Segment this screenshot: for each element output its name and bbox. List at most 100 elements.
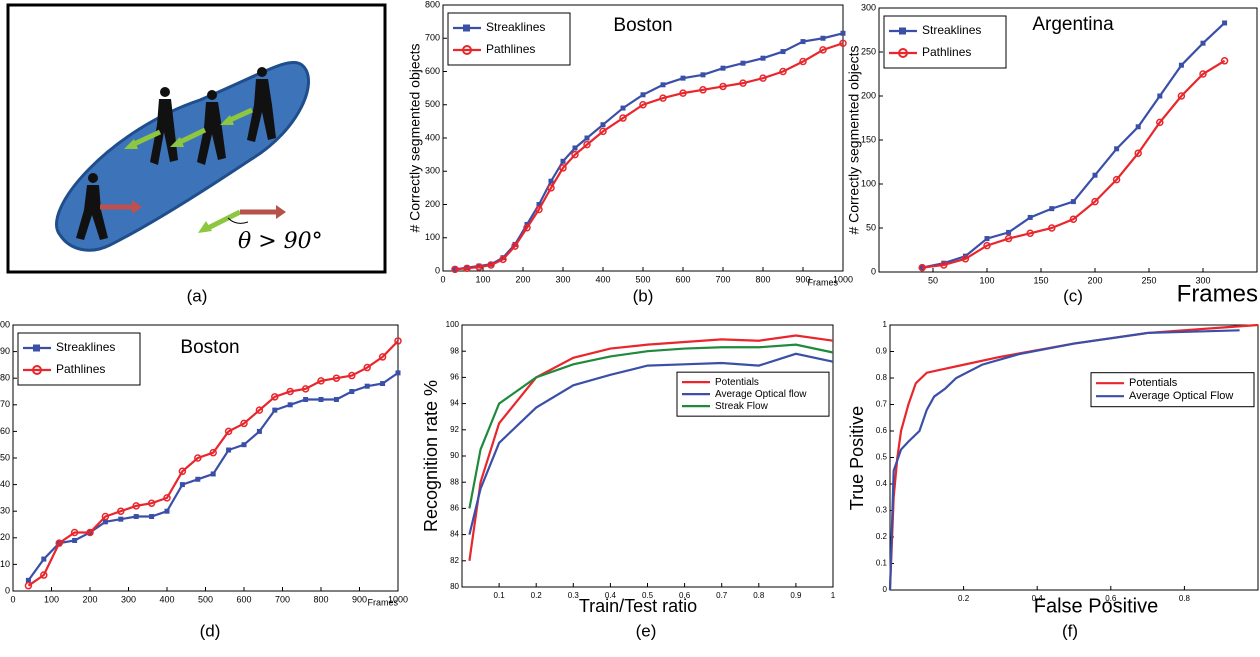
x-tick-label: 0.8	[1179, 594, 1191, 603]
x-tick-label: 200	[1087, 275, 1102, 285]
y-tick-label: 50	[0, 452, 10, 462]
marker	[584, 135, 590, 141]
x-tick-label: 100	[475, 274, 490, 284]
marker	[256, 428, 262, 434]
series-line	[454, 42, 844, 271]
marker	[800, 39, 806, 45]
plot-frame	[889, 324, 1259, 591]
marker	[1157, 93, 1163, 99]
marker	[779, 67, 787, 76]
caption: (d)	[200, 621, 221, 640]
y-tick-label: 1	[883, 320, 888, 329]
marker	[226, 447, 232, 453]
marker	[759, 74, 767, 82]
y-tick-label: 0	[5, 585, 10, 595]
legend-label: Streaklines	[922, 23, 981, 37]
marker	[332, 374, 341, 382]
marker	[240, 419, 248, 428]
marker	[571, 150, 579, 159]
marker	[86, 528, 94, 537]
legend-marker	[32, 365, 42, 375]
marker	[272, 407, 278, 413]
x-tick-label: 500	[198, 594, 213, 604]
x-tick-label: 900	[795, 274, 810, 284]
marker	[679, 89, 687, 97]
marker	[318, 396, 324, 402]
x-tick-label: 50	[928, 275, 938, 285]
marker	[72, 537, 78, 543]
y-tick-label: 90	[450, 451, 459, 460]
marker	[1048, 224, 1056, 232]
y-tick-label: 92	[450, 425, 459, 434]
legend-box	[17, 332, 141, 386]
marker	[1006, 229, 1012, 235]
y-tick-label: 0.1	[876, 559, 888, 568]
marker	[536, 202, 542, 207]
marker	[583, 140, 591, 149]
marker	[1199, 70, 1207, 78]
marker	[547, 184, 555, 192]
marker	[548, 178, 554, 184]
marker	[303, 396, 309, 402]
series-line	[468, 343, 834, 509]
marker	[40, 571, 48, 579]
legend-label: Potentials	[715, 377, 759, 388]
x-tick-label: 0	[10, 594, 15, 604]
marker	[560, 158, 566, 164]
y-axis-label: True Positive	[847, 406, 867, 510]
marker	[463, 264, 471, 273]
x-tick-label: 0.4	[1032, 594, 1044, 603]
y-tick-label: 600	[425, 66, 440, 76]
marker	[1049, 206, 1055, 212]
y-tick-label: 300	[861, 2, 876, 12]
marker	[133, 514, 139, 520]
marker	[599, 127, 607, 136]
legend-label: Average Optical Flow	[1129, 390, 1233, 402]
y-tick-label: 84	[450, 530, 459, 539]
y-tick-label: 200	[861, 90, 876, 100]
crowd-region	[55, 60, 310, 252]
x-tick-label: 250	[1141, 275, 1156, 285]
marker	[760, 55, 766, 61]
marker	[572, 145, 578, 151]
x-tick-label: 200	[82, 594, 97, 604]
marker	[271, 393, 279, 401]
series-line	[468, 352, 834, 535]
arrows	[100, 107, 286, 233]
marker	[209, 448, 217, 457]
x-tick-label: 100	[979, 275, 994, 285]
marker	[241, 442, 247, 448]
legend-label: Pathlines	[486, 42, 535, 56]
legend-box	[1090, 372, 1255, 408]
x-tick-label: 400	[595, 274, 610, 284]
angle-arc	[227, 217, 249, 224]
marker	[700, 72, 706, 78]
marker	[1177, 92, 1186, 100]
marker	[1069, 215, 1078, 223]
marker	[395, 370, 401, 376]
y-tick-label: 88	[450, 477, 459, 486]
marker	[1070, 199, 1076, 205]
marker	[255, 406, 264, 414]
chart: 0 100 200 300 400 500 600 700 800 0 100 200 300 400 50…	[407, 0, 853, 305]
x-tick-label: 300	[555, 274, 570, 284]
y-tick-label: 800	[425, 0, 440, 9]
marker	[839, 39, 847, 47]
marker	[301, 385, 310, 393]
marker	[639, 101, 647, 109]
people	[76, 67, 276, 240]
x-tick-label: 700	[275, 594, 290, 604]
marker	[719, 82, 727, 91]
y-tick-label: 60	[0, 426, 10, 436]
legend-marker	[898, 48, 908, 58]
legend-label: Streaklines	[486, 20, 545, 34]
marker	[1027, 214, 1033, 220]
series-line	[468, 334, 834, 561]
chart: 0 0.1 0.2 0.3 0.4 0.5 0.6 0.7 0.8 0.9 1 0.2 0.4 0.6 0.…	[847, 320, 1259, 640]
marker	[132, 502, 140, 510]
marker	[1112, 175, 1121, 184]
x-tick-label: 300	[1195, 275, 1210, 285]
marker	[499, 255, 507, 264]
